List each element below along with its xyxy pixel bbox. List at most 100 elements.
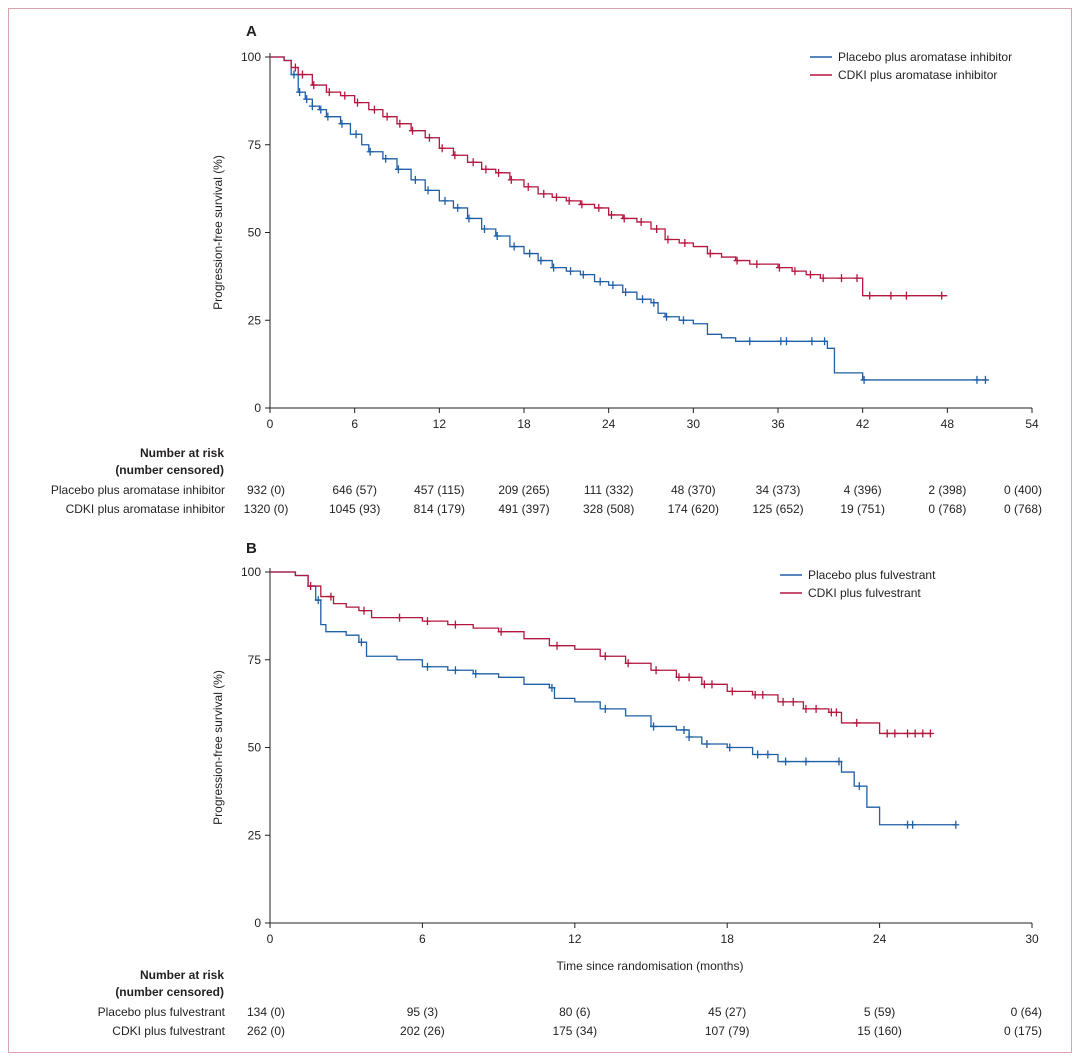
- censor-mark: [552, 193, 560, 202]
- censor-mark: [307, 582, 315, 591]
- censor-mark: [607, 210, 615, 219]
- censor-mark: [567, 267, 575, 276]
- censor-mark: [652, 666, 660, 675]
- censor-mark: [782, 757, 790, 766]
- censor-mark: [550, 263, 558, 272]
- x-tick-label: 48: [941, 417, 955, 431]
- risk-value: 814 (179): [414, 502, 465, 516]
- x-tick-label: 54: [1025, 417, 1039, 431]
- censor-mark: [366, 147, 374, 156]
- panel-letter: B: [246, 540, 257, 557]
- risk-value: 4 (396): [844, 483, 882, 497]
- risk-value: 95 (3): [407, 1005, 438, 1019]
- censor-mark: [973, 375, 981, 384]
- x-tick-label: 0: [267, 932, 274, 946]
- censor-mark: [764, 750, 772, 759]
- risk-value: 15 (160): [857, 1024, 902, 1038]
- censor-mark: [382, 154, 390, 163]
- censor-mark: [357, 638, 365, 647]
- y-tick-label: 0: [254, 401, 261, 415]
- y-tick-label: 100: [241, 565, 261, 579]
- censor-mark: [806, 270, 814, 279]
- censor-mark: [553, 641, 561, 650]
- y-axis-label: Progression-free survival (%): [211, 155, 225, 310]
- censor-mark: [338, 119, 346, 128]
- risk-value: 48 (370): [671, 483, 716, 497]
- censor-mark: [465, 214, 473, 223]
- censor-mark: [409, 126, 417, 135]
- censor-mark: [524, 182, 532, 191]
- chart-panel-A: A 0 25 50 75 100 0 6 12 18 24 30 36 42 48 54 Progression…: [51, 23, 1042, 516]
- censor-mark: [808, 337, 816, 346]
- censor-mark: [726, 743, 734, 752]
- censor-mark: [754, 750, 762, 759]
- censor-mark: [650, 722, 658, 731]
- censor-mark: [650, 298, 658, 307]
- risk-row-label: CDKI plus fulvestrant: [112, 1024, 225, 1038]
- censor-mark: [438, 144, 446, 153]
- risk-row-label: Placebo plus aromatase inhibitor: [51, 483, 225, 497]
- legend-label: CDKI plus fulvestrant: [808, 586, 921, 600]
- censor-mark: [779, 697, 787, 706]
- x-tick-label: 36: [771, 417, 785, 431]
- censor-mark: [396, 613, 404, 622]
- censor-mark: [595, 203, 603, 212]
- censor-mark: [324, 112, 332, 121]
- censor-mark: [624, 659, 632, 668]
- censor-mark: [360, 606, 368, 615]
- censor-mark: [472, 669, 480, 678]
- censor-mark: [746, 337, 754, 346]
- censor-mark: [860, 375, 868, 384]
- censor-mark: [548, 683, 556, 692]
- censor-mark: [352, 130, 360, 139]
- censor-mark: [451, 666, 459, 675]
- censor-mark: [887, 291, 895, 300]
- censor-mark: [753, 260, 761, 269]
- censor-mark: [832, 708, 840, 717]
- risk-value: 45 (27): [708, 1005, 746, 1019]
- censor-mark: [298, 70, 306, 79]
- censor-mark: [700, 680, 708, 689]
- censor-mark: [728, 687, 736, 696]
- x-axis-label: Time since randomisation (months): [557, 959, 744, 973]
- chart-panel-B: B 0 25 50 75 100 0 6 12 18 24 30 Progression-free su…: [98, 540, 1042, 1038]
- censor-mark: [620, 214, 628, 223]
- censor-mark: [680, 725, 688, 734]
- x-tick-label: 24: [873, 932, 887, 946]
- figure-frame: [8, 8, 1072, 1053]
- censor-mark: [497, 627, 505, 636]
- censor-mark: [480, 224, 488, 233]
- censor-mark: [733, 256, 741, 265]
- legend-label: CDKI plus aromatase inhibitor: [838, 68, 997, 82]
- panel-letter: A: [246, 23, 257, 40]
- series-line-2: [270, 56, 948, 297]
- x-tick-label: 42: [856, 417, 870, 431]
- risk-value: 0 (64): [1011, 1005, 1042, 1019]
- y-tick-label: 75: [248, 653, 262, 667]
- risk-value: 80 (6): [559, 1005, 590, 1019]
- risk-value: 134 (0): [247, 1005, 285, 1019]
- censor-mark: [423, 617, 431, 626]
- censor-mark: [919, 729, 927, 738]
- risk-value: 125 (652): [752, 502, 803, 516]
- risk-value: 0 (175): [1004, 1024, 1042, 1038]
- censor-mark: [579, 270, 587, 279]
- censor-mark: [540, 189, 548, 198]
- censor-mark: [681, 239, 689, 248]
- censor-mark: [911, 729, 919, 738]
- censor-mark: [370, 105, 378, 114]
- x-tick-label: 0: [267, 417, 274, 431]
- censor-mark: [383, 112, 391, 121]
- censor-mark: [904, 729, 912, 738]
- series-line-1: [270, 571, 956, 826]
- censor-mark: [853, 718, 861, 727]
- risk-value: 491 (397): [498, 502, 549, 516]
- risk-value: 1320 (0): [244, 502, 289, 516]
- censor-mark: [565, 196, 573, 205]
- censor-mark: [296, 88, 304, 97]
- censor-mark: [663, 312, 671, 321]
- censor-mark: [883, 729, 891, 738]
- y-tick-label: 50: [248, 226, 262, 240]
- censor-mark: [637, 217, 645, 226]
